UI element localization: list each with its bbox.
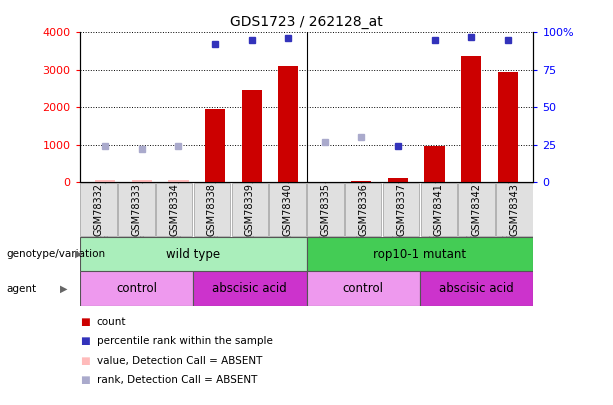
Text: rank, Detection Call = ABSENT: rank, Detection Call = ABSENT — [97, 375, 257, 385]
FancyBboxPatch shape — [420, 271, 533, 306]
Bar — [461, 55, 481, 182]
FancyBboxPatch shape — [497, 183, 533, 236]
Text: abscisic acid: abscisic acid — [440, 282, 514, 295]
Bar — [242, 90, 262, 182]
Text: GSM78340: GSM78340 — [283, 183, 292, 236]
FancyBboxPatch shape — [270, 183, 306, 236]
Text: value, Detection Call = ABSENT: value, Detection Call = ABSENT — [97, 356, 262, 366]
Text: ▶: ▶ — [60, 284, 67, 294]
Text: ■: ■ — [80, 375, 89, 385]
Text: GSM78339: GSM78339 — [245, 183, 255, 236]
FancyBboxPatch shape — [194, 183, 230, 236]
Text: GSM78338: GSM78338 — [207, 183, 217, 236]
Bar — [205, 109, 225, 182]
Bar — [498, 72, 518, 182]
Text: control: control — [343, 282, 384, 295]
FancyBboxPatch shape — [421, 183, 457, 236]
Text: GSM78343: GSM78343 — [509, 183, 519, 236]
FancyBboxPatch shape — [193, 271, 306, 306]
Text: wild type: wild type — [166, 247, 220, 261]
Text: GSM78341: GSM78341 — [434, 183, 444, 236]
FancyBboxPatch shape — [383, 183, 419, 236]
Text: genotype/variation: genotype/variation — [6, 249, 105, 259]
Bar — [424, 146, 444, 182]
Bar — [351, 181, 371, 182]
Bar — [278, 66, 299, 182]
Text: GSM78334: GSM78334 — [169, 183, 179, 236]
FancyBboxPatch shape — [118, 183, 154, 236]
FancyBboxPatch shape — [80, 237, 306, 271]
FancyBboxPatch shape — [80, 271, 193, 306]
Text: GSM78332: GSM78332 — [94, 183, 104, 236]
Text: ■: ■ — [80, 317, 89, 327]
Text: rop10-1 mutant: rop10-1 mutant — [373, 247, 466, 261]
Text: agent: agent — [6, 284, 36, 294]
Text: GSM78336: GSM78336 — [358, 183, 368, 236]
FancyBboxPatch shape — [80, 183, 116, 236]
FancyBboxPatch shape — [345, 183, 381, 236]
FancyBboxPatch shape — [459, 183, 495, 236]
Text: GSM78335: GSM78335 — [321, 183, 330, 236]
FancyBboxPatch shape — [306, 271, 420, 306]
Text: GSM78342: GSM78342 — [471, 183, 482, 236]
Text: control: control — [116, 282, 157, 295]
Text: count: count — [97, 317, 126, 327]
Bar — [169, 180, 189, 182]
Bar — [388, 178, 408, 182]
Text: ▶: ▶ — [75, 249, 82, 259]
Text: ■: ■ — [80, 337, 89, 346]
Bar — [132, 180, 152, 182]
FancyBboxPatch shape — [156, 183, 192, 236]
Title: GDS1723 / 262128_at: GDS1723 / 262128_at — [230, 15, 383, 29]
FancyBboxPatch shape — [232, 183, 268, 236]
FancyBboxPatch shape — [306, 237, 533, 271]
Bar — [95, 180, 115, 182]
Text: ■: ■ — [80, 356, 89, 366]
Text: GSM78333: GSM78333 — [131, 183, 142, 236]
Text: percentile rank within the sample: percentile rank within the sample — [97, 337, 273, 346]
Text: abscisic acid: abscisic acid — [213, 282, 287, 295]
FancyBboxPatch shape — [307, 183, 343, 236]
Text: GSM78337: GSM78337 — [396, 183, 406, 236]
